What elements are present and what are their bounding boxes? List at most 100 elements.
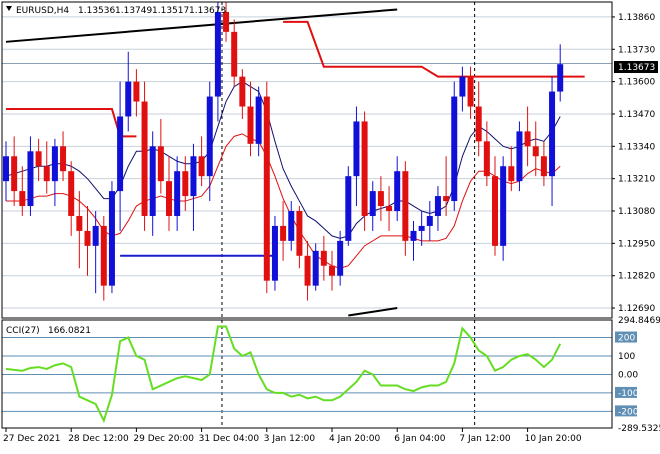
candle-body	[500, 166, 507, 246]
candle-body	[223, 11, 230, 32]
candle-body	[247, 106, 254, 144]
candle-body	[320, 250, 327, 266]
candle-body	[540, 156, 547, 177]
time-tick-label: 29 Dec 20:00	[133, 434, 194, 444]
time-tick-label: 31 Dec 04:00	[199, 434, 260, 444]
candle-body	[76, 215, 83, 231]
candle-body	[157, 146, 164, 182]
step-line	[6, 107, 137, 138]
price-tick-label: 1.13470	[618, 110, 655, 120]
main-pane-frame	[1, 1, 613, 319]
candle-body	[296, 211, 303, 256]
candle-body	[182, 171, 189, 197]
candle-body	[108, 191, 115, 286]
cci-tick-label: -289.5325	[618, 424, 660, 434]
time-tick-label: 7 Jan 12:00	[459, 434, 511, 444]
candle-body	[198, 156, 205, 177]
price-tick-label: 1.13600	[618, 78, 655, 88]
candle-body	[149, 146, 156, 216]
price-tick-label: 1.13860	[618, 13, 655, 23]
ma-blue-line	[5, 81, 561, 239]
candle-body	[141, 101, 148, 216]
cci-tick-label: 294.8469	[618, 316, 660, 326]
price-tick-label: 1.13340	[618, 142, 655, 152]
candle-body	[280, 225, 287, 241]
cci-line	[5, 325, 562, 424]
candle-body	[402, 171, 409, 241]
price-tick-label: 1.12690	[618, 304, 655, 314]
candle-body	[68, 171, 75, 216]
ohlc-high: 1.13749	[115, 6, 152, 16]
ohlc-close: 1.13673	[189, 6, 226, 16]
price-tick-label: 1.13730	[618, 45, 655, 55]
dropdown-triangle-icon[interactable]	[6, 6, 12, 11]
candle-body	[190, 156, 197, 197]
candle-body	[43, 166, 50, 182]
candle-body	[451, 96, 458, 202]
cci-name: CCI(27)	[6, 326, 40, 336]
price-tick-label: 1.13080	[618, 207, 655, 217]
candle-body	[557, 64, 564, 92]
price-tick-label: 1.13210	[618, 175, 655, 185]
candle-body	[377, 191, 384, 207]
time-tick-label: 6 Jan 04:00	[394, 434, 446, 444]
time-tick-label: 4 Jan 20:00	[329, 434, 381, 444]
candle-body	[3, 156, 9, 182]
candle-body	[100, 225, 107, 286]
cci-tick-label: 100	[618, 352, 635, 362]
candle-body	[443, 196, 450, 202]
time-tick-label: 3 Jan 12:00	[264, 434, 316, 444]
candle-body	[369, 191, 376, 216]
candle-body	[19, 191, 26, 207]
candle-body	[206, 96, 213, 177]
symbol-label: EURUSD,H4	[16, 6, 69, 16]
candle-body	[125, 81, 132, 117]
candle-body	[271, 225, 278, 281]
cci-grid	[2, 337, 612, 412]
candle-body	[410, 230, 417, 241]
candle-body	[426, 215, 433, 226]
candle-body	[239, 76, 246, 107]
candle-body	[27, 151, 34, 207]
candle-body	[288, 211, 295, 241]
candle-body	[524, 131, 531, 147]
candle-body	[166, 181, 172, 216]
cci-tick-label: -200	[618, 407, 639, 417]
candle-body	[345, 176, 352, 241]
ohlc-open: 1.13536	[78, 6, 115, 16]
candle-body	[35, 151, 42, 167]
candle-body	[492, 176, 498, 246]
current-price-label: 1.13673	[618, 63, 655, 73]
cci-tick-label: -100	[618, 389, 639, 399]
candle-body	[117, 116, 124, 192]
candle-body	[304, 255, 311, 286]
candle-body	[11, 156, 18, 192]
candle-body	[329, 265, 335, 276]
candle-body	[263, 96, 270, 281]
indicator-lines	[5, 8, 585, 317]
ma-red-line	[6, 133, 561, 269]
candle-body	[231, 31, 238, 77]
candle-body	[312, 250, 319, 286]
candle-body	[174, 171, 181, 216]
cci-level-tag	[615, 331, 637, 343]
cci-level-tag	[615, 386, 637, 398]
candle-body	[386, 206, 393, 212]
candle-body	[394, 171, 401, 212]
candle-body	[418, 225, 425, 231]
candle-body	[508, 166, 515, 182]
price-tick-label: 1.12950	[618, 239, 655, 249]
candle-body	[92, 225, 99, 246]
candle-body	[60, 146, 67, 172]
time-tick-label: 27 Dec 2021	[3, 434, 61, 444]
frames	[1, 1, 613, 429]
candle-body	[84, 230, 91, 246]
candle-body	[361, 121, 368, 216]
cci-pane-frame	[1, 319, 613, 429]
candle-body	[353, 121, 360, 177]
candle-body	[337, 240, 344, 276]
current-price-tag	[614, 61, 658, 73]
price-tick-label: 1.12820	[618, 272, 655, 282]
